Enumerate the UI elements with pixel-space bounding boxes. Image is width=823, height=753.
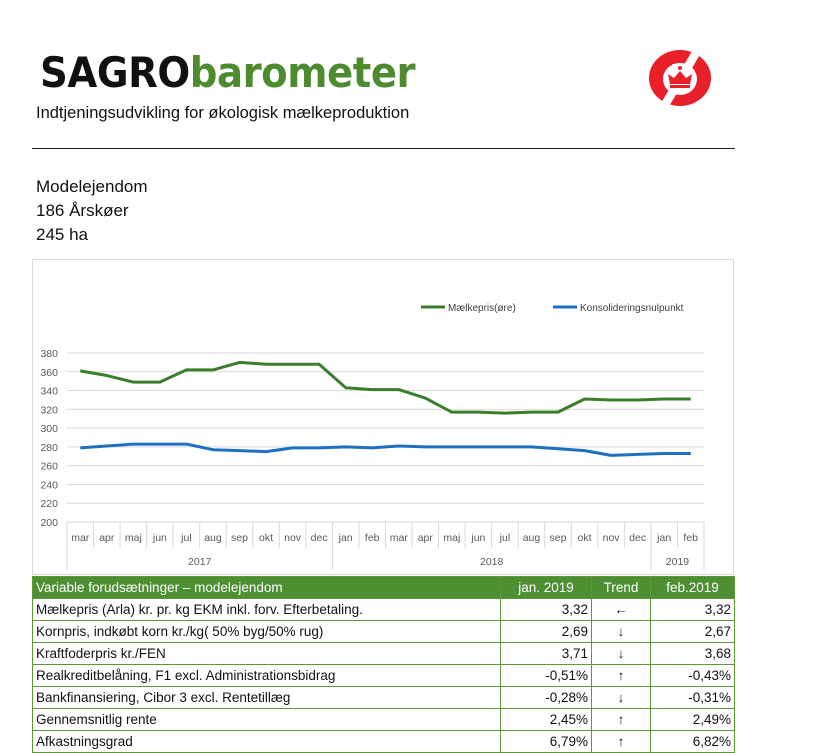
x-tick-label: sep xyxy=(550,532,567,544)
jan-value: 3,32 xyxy=(500,598,592,621)
year-label: 2018 xyxy=(480,556,504,568)
y-tick-label: 300 xyxy=(40,423,58,435)
trend-arrow: ↓ xyxy=(591,686,651,709)
chart-container: 200 220 240 260 280 300 320 340 360 380 mar apr maj j… xyxy=(32,259,734,575)
y-tick-label: 200 xyxy=(40,517,58,529)
jan-value: 3,71 xyxy=(500,642,592,665)
brand-sagro: SAGRO xyxy=(40,48,190,97)
x-tick-label: okt xyxy=(578,532,592,544)
feb-value: 3,68 xyxy=(650,642,735,665)
table-row: Realkreditbelåning, F1 excl. Administrat… xyxy=(32,664,735,687)
x-tick-label: feb xyxy=(683,532,698,544)
farm-cows: 186 Årskøer xyxy=(36,201,129,220)
x-tick-label: okt xyxy=(259,532,273,544)
y-tick-label: 260 xyxy=(40,461,58,473)
feb-value: 3,32 xyxy=(650,598,735,621)
x-tick-label: mar xyxy=(390,532,409,544)
header-jan: jan. 2019 xyxy=(500,576,592,599)
x-tick-label: apr xyxy=(418,532,434,544)
x-tick-label: dec xyxy=(311,532,328,544)
feb-value: -0,31% xyxy=(650,686,735,709)
row-label: Realkreditbelåning, F1 excl. Administrat… xyxy=(32,664,501,687)
table-row: Kraftfoderpris kr./FEN 3,71 ↓ 3,68 xyxy=(32,642,735,665)
feb-value: 6,82% xyxy=(650,730,735,753)
year-label: 2019 xyxy=(666,556,690,568)
x-tick-label: dec xyxy=(629,532,646,544)
table-row: Gennemsnitlig rente 2,45% ↑ 2,49% xyxy=(32,708,735,731)
x-tick-label: jan xyxy=(656,532,671,544)
x-tick-label: jan xyxy=(338,532,353,544)
header-divider xyxy=(32,148,735,149)
jan-value: 2,45% xyxy=(500,708,592,731)
feb-value: 2,49% xyxy=(650,708,735,731)
brand-barometer: barometer xyxy=(189,48,416,97)
jan-value: 2,69 xyxy=(500,620,592,643)
assumptions-table: Variable forudsætninger – modelejendom j… xyxy=(32,576,735,753)
x-tick-label: jul xyxy=(180,532,192,544)
farm-name: Modelejendom xyxy=(36,177,148,196)
table-row: Kornpris, indkøbt korn kr./kg( 50% byg/5… xyxy=(32,620,735,643)
farm-area: 245 ha xyxy=(36,225,88,244)
crown-s-logo xyxy=(649,48,711,108)
table-row: Bankfinansiering, Cibor 3 excl. Rentetil… xyxy=(32,686,735,709)
jan-value: 6,79% xyxy=(500,730,592,753)
trend-arrow: ← xyxy=(591,598,651,621)
x-tick-label: nov xyxy=(284,532,302,544)
legend-label: Konsolideringsnulpunkt xyxy=(580,303,684,314)
trend-arrow: ↑ xyxy=(591,730,651,753)
table-row: Afkastningsgrad 6,79% ↑ 6,82% xyxy=(32,730,735,753)
header-trend: Trend xyxy=(591,576,651,599)
x-tick-label: maj xyxy=(443,532,460,544)
x-tick-label: feb xyxy=(365,532,380,544)
feb-value: 2,67 xyxy=(650,620,735,643)
row-label: Kornpris, indkøbt korn kr./kg( 50% byg/5… xyxy=(32,620,501,643)
x-tick-label: aug xyxy=(204,532,222,544)
trend-arrow: ↓ xyxy=(591,642,651,665)
header-label: Variable forudsætninger – modelejendom xyxy=(32,576,501,599)
trend-arrow: ↑ xyxy=(591,708,651,731)
y-tick-label: 280 xyxy=(40,442,58,454)
jan-value: -0,28% xyxy=(500,686,592,709)
x-tick-label: jun xyxy=(470,532,485,544)
row-label: Mælkepris (Arla) kr. pr. kg EKM inkl. fo… xyxy=(32,598,501,621)
x-tick-label: apr xyxy=(99,532,115,544)
legend-label: Mælkepris(øre) xyxy=(448,303,516,314)
table-header-row: Variable forudsætninger – modelejendom j… xyxy=(32,576,735,599)
series-line-maelkepris xyxy=(80,360,691,415)
trend-arrow: ↓ xyxy=(591,620,651,643)
trend-arrow: ↑ xyxy=(591,664,651,687)
feb-value: -0,43% xyxy=(650,664,735,687)
subtitle: Indtjeningsudvikling for økologisk mælke… xyxy=(36,104,410,122)
table-row: Mælkepris (Arla) kr. pr. kg EKM inkl. fo… xyxy=(32,598,735,621)
x-tick-label: aug xyxy=(523,532,541,544)
y-tick-label: 320 xyxy=(40,404,58,416)
y-tick-label: 240 xyxy=(40,479,58,491)
series-line-konsolidering xyxy=(80,442,691,457)
x-tick-label: sep xyxy=(231,532,248,544)
row-label: Gennemsnitlig rente xyxy=(32,708,501,731)
jan-value: -0,51% xyxy=(500,664,592,687)
y-tick-label: 380 xyxy=(40,348,58,360)
x-tick-label: maj xyxy=(125,532,142,544)
x-tick-label: jun xyxy=(152,532,167,544)
y-tick-label: 360 xyxy=(40,367,58,379)
y-tick-label: 220 xyxy=(40,498,58,510)
year-label: 2017 xyxy=(188,556,212,568)
brand-title: SAGRObarometer xyxy=(40,48,416,97)
header-feb: feb.2019 xyxy=(650,576,735,599)
row-label: Bankfinansiering, Cibor 3 excl. Rentetil… xyxy=(32,686,501,709)
x-tick-label: nov xyxy=(603,532,621,544)
x-tick-label: mar xyxy=(71,532,90,544)
row-label: Afkastningsgrad xyxy=(32,730,501,753)
row-label: Kraftfoderpris kr./FEN xyxy=(32,642,501,665)
y-tick-label: 340 xyxy=(40,386,58,398)
x-tick-label: jul xyxy=(499,532,511,544)
